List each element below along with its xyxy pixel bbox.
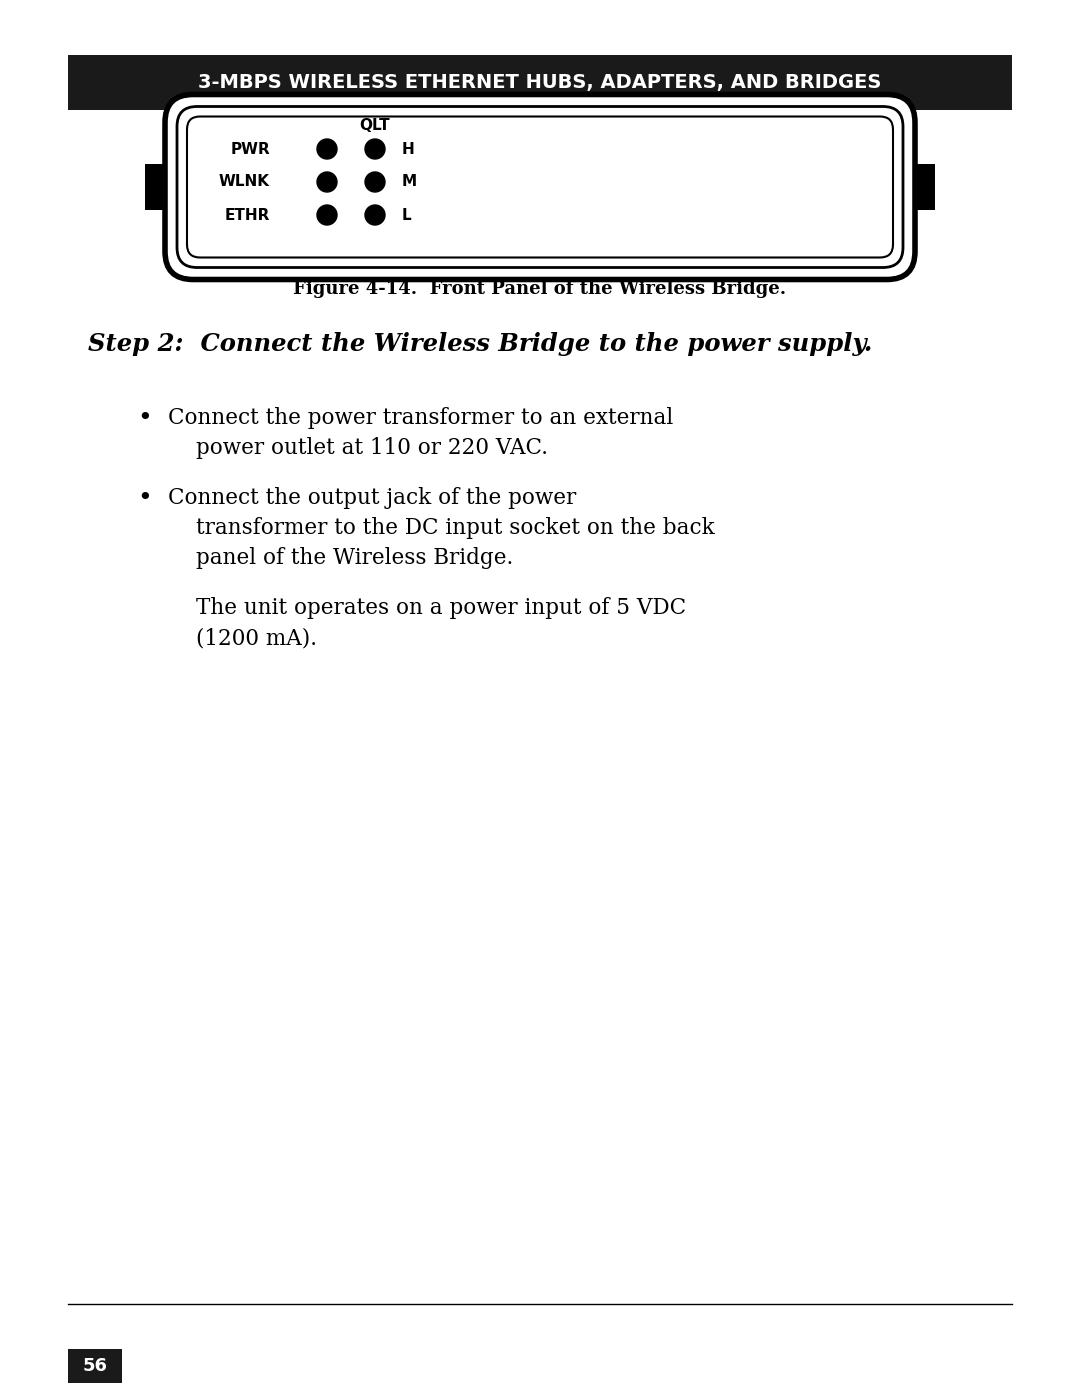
- Text: Connect the power transformer to an external: Connect the power transformer to an exte…: [168, 407, 673, 429]
- Bar: [913, 163, 935, 210]
- Text: Connect the output jack of the power: Connect the output jack of the power: [168, 488, 577, 509]
- Text: Step 2:  Connect the Wireless Bridge to the power supply.: Step 2: Connect the Wireless Bridge to t…: [87, 332, 873, 356]
- Circle shape: [318, 172, 337, 191]
- Text: transformer to the DC input socket on the back: transformer to the DC input socket on th…: [195, 517, 715, 539]
- Text: ETHR: ETHR: [225, 208, 270, 222]
- Text: PWR: PWR: [230, 141, 270, 156]
- Circle shape: [365, 172, 384, 191]
- Text: L: L: [402, 208, 411, 222]
- Text: •: •: [137, 407, 152, 430]
- Circle shape: [365, 205, 384, 225]
- FancyBboxPatch shape: [165, 95, 915, 279]
- Text: M: M: [402, 175, 417, 190]
- Circle shape: [365, 138, 384, 159]
- Bar: [145, 163, 167, 210]
- Text: 3-MBPS WIRELESS ETHERNET HUBS, ADAPTERS, AND BRIDGES: 3-MBPS WIRELESS ETHERNET HUBS, ADAPTERS,…: [199, 73, 881, 92]
- FancyBboxPatch shape: [177, 106, 903, 267]
- Text: panel of the Wireless Bridge.: panel of the Wireless Bridge.: [195, 548, 513, 569]
- Circle shape: [318, 138, 337, 159]
- Text: QLT: QLT: [360, 117, 390, 133]
- Text: •: •: [137, 488, 152, 510]
- Text: (1200 mA).: (1200 mA).: [195, 627, 318, 650]
- FancyBboxPatch shape: [187, 116, 893, 257]
- Text: WLNK: WLNK: [219, 175, 270, 190]
- Text: power outlet at 110 or 220 VAC.: power outlet at 110 or 220 VAC.: [195, 437, 548, 460]
- Bar: [68, 54, 1012, 110]
- Bar: [68, 1350, 122, 1383]
- Text: H: H: [402, 141, 415, 156]
- Circle shape: [318, 205, 337, 225]
- Text: The unit operates on a power input of 5 VDC: The unit operates on a power input of 5 …: [195, 597, 686, 619]
- Text: 56: 56: [82, 1356, 108, 1375]
- Text: Figure 4-14.  Front Panel of the Wireless Bridge.: Figure 4-14. Front Panel of the Wireless…: [294, 279, 786, 298]
